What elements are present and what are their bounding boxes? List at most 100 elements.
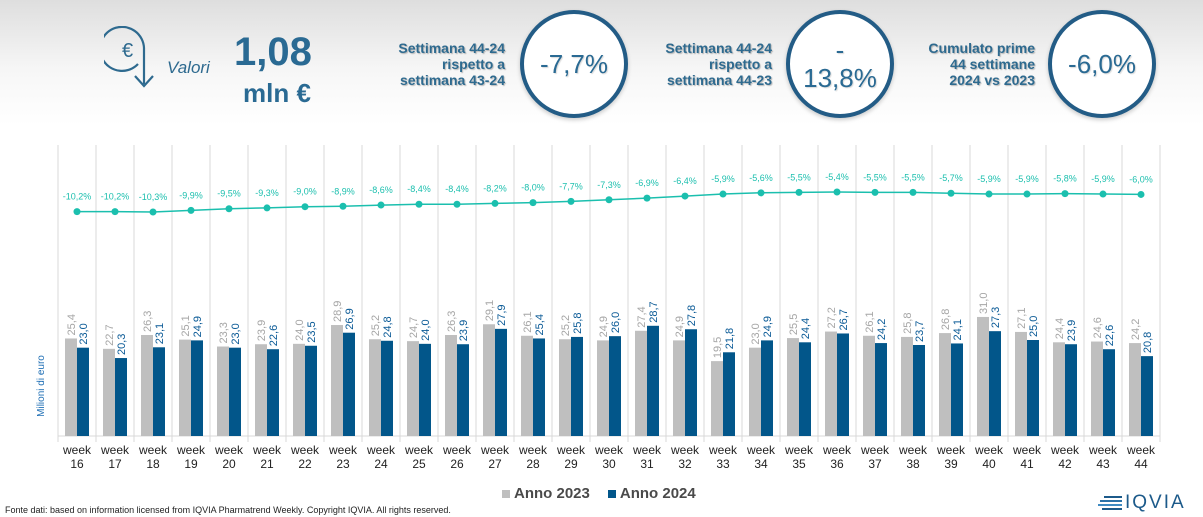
x-tick-label: 41 [1020,457,1034,471]
x-tick-label: week [1126,443,1156,457]
kpi-value: -6,0% [1068,49,1136,79]
data-label-2024: 23,1 [154,323,166,344]
data-label-2023: 19,5 [712,337,724,358]
data-label-2023: 24,4 [1054,318,1066,339]
kpi-value: -7,7% [540,49,608,79]
data-label-2024: 26,7 [838,309,850,330]
bar-2023 [217,346,229,436]
kpi-label-weekly: Settimana 44-24 rispetto a settimana 43-… [370,40,505,88]
data-label-2024: 23,0 [230,323,242,344]
legend-item-2023: Anno 2023 [502,485,590,502]
cumulative-point [301,203,309,211]
x-tick-label: 33 [716,457,730,471]
cumulative-point [719,190,727,198]
bar-2023 [331,325,343,436]
cumulative-label: -7,3% [597,180,621,190]
bar-2024 [1103,349,1115,436]
x-tick-label: week [822,443,852,457]
x-tick-label: week [974,443,1004,457]
x-tick-label: week [214,443,244,457]
x-tick-label: week [556,443,586,457]
bar-2023 [597,340,609,436]
x-tick-label: week [784,443,814,457]
cumulative-label: -9,0% [293,187,317,197]
x-tick-label: week [366,443,396,457]
data-label-2024: 20,3 [116,334,128,355]
bar-2023 [1015,331,1027,436]
kpi-label-yoy: Settimana 44-24 rispetto a settimana 44-… [640,40,772,88]
cumulative-point [947,189,955,197]
kpi-circle-yoy: - 13,8% [786,10,894,118]
x-tick-label: week [138,443,168,457]
data-label-2023: 26,1 [522,311,534,332]
cumulative-label: -9,9% [179,190,203,200]
kpi-circle-weekly: -7,7% [520,10,628,118]
bar-2024 [533,338,545,436]
x-tick-label: 37 [868,457,882,471]
x-tick-label: week [1088,443,1118,457]
data-label-2024: 25,0 [1028,316,1040,337]
kpi-label-line: 44 settimane [950,56,1035,72]
bar-2024 [115,358,127,436]
x-tick-label: 36 [830,457,844,471]
bar-2023 [977,316,989,436]
cumulative-label: -8,4% [407,184,431,194]
data-label-2024: 26,9 [344,308,356,329]
bar-2023 [1053,342,1065,436]
cumulative-point [833,188,841,196]
bar-2023 [407,341,419,436]
cumulative-point [377,201,385,209]
x-tick-label: 16 [70,457,84,471]
x-tick-label: 27 [488,457,502,471]
bar-2024 [381,340,393,436]
kpi-label-line: settimana 44-23 [666,72,772,88]
x-tick-label: week [936,443,966,457]
data-label-2024: 23,5 [306,321,318,342]
cumulative-label: -7,7% [559,181,583,191]
iqvia-logo: IQVIA [1098,492,1186,514]
x-tick-label: 29 [564,457,578,471]
cumulative-label: -8,0% [521,183,545,193]
bar-2024 [609,336,621,436]
bar-2024 [457,344,469,436]
data-label-2023: 29,1 [484,300,496,321]
cumulative-label: -5,7% [939,173,963,183]
data-label-2024: 25,8 [572,313,584,334]
cumulative-point [1023,190,1031,198]
data-label-2024: 24,0 [420,319,432,340]
bar-2023 [1091,341,1103,436]
bar-2023 [65,338,77,436]
bar-2024 [305,345,317,436]
cumulative-label: -5,8% [1053,174,1077,184]
x-tick-label: 32 [678,457,692,471]
bar-2023 [103,348,115,436]
data-label-2024: 21,8 [724,328,736,349]
bar-2024 [267,349,279,436]
bar-2024 [571,336,583,436]
x-tick-label: week [860,443,890,457]
bar-2024 [1141,356,1153,436]
bar-2024 [153,347,165,436]
cumulative-point [491,199,499,207]
bar-2023 [1129,343,1141,436]
cumulative-label: -6,0% [1129,174,1153,184]
x-tick-label: 25 [412,457,426,471]
legend-swatch-2023 [502,489,510,498]
kpi-label-cumulative: Cumulato prime 44 settimane 2024 vs 2023 [905,40,1035,88]
x-tick-label: week [708,443,738,457]
data-label-2024: 22,6 [268,325,280,346]
cumulative-label: -5,6% [749,173,773,183]
data-label-2023: 26,3 [446,311,458,332]
data-label-2023: 27,2 [826,307,838,328]
data-label-2023: 24,6 [1092,317,1104,338]
x-tick-label: week [480,443,510,457]
data-label-2023: 27,4 [636,306,648,327]
x-tick-label: week [442,443,472,457]
cumulative-point [111,208,119,216]
cumulative-point [985,190,993,198]
x-tick-label: 44 [1134,457,1148,471]
x-tick-label: 30 [602,457,616,471]
x-tick-label: week [404,443,434,457]
bar-2023 [787,338,799,436]
